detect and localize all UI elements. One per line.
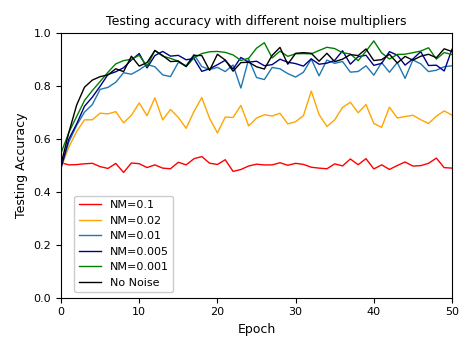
NM=0.01	[347, 70, 353, 74]
No Noise	[324, 51, 330, 55]
NM=0.02	[441, 109, 447, 113]
No Noise	[175, 59, 181, 63]
NM=0.02	[309, 89, 314, 93]
NM=0.005	[144, 66, 150, 70]
No Noise	[441, 47, 447, 51]
NM=0.001	[340, 51, 346, 55]
Line: NM=0.001: NM=0.001	[61, 41, 452, 153]
No Noise	[277, 45, 283, 49]
NM=0.1	[152, 163, 158, 167]
NM=0.1	[183, 163, 189, 167]
NM=0.001	[449, 53, 455, 57]
Line: NM=0.005: NM=0.005	[61, 49, 452, 168]
NM=0.005	[183, 58, 189, 62]
NM=0.02	[449, 113, 455, 117]
NM=0.1	[191, 157, 197, 161]
NM=0.02	[175, 115, 181, 119]
NM=0.1	[449, 166, 455, 170]
NM=0.005	[58, 166, 64, 170]
Line: No Noise: No Noise	[61, 47, 452, 164]
NM=0.01	[58, 165, 64, 170]
NM=0.1	[441, 166, 447, 170]
Y-axis label: Testing Accuracy: Testing Accuracy	[15, 113, 28, 218]
NM=0.1	[356, 163, 361, 167]
NM=0.1	[199, 154, 205, 159]
Legend: NM=0.1, NM=0.02, NM=0.01, NM=0.005, NM=0.001, No Noise: NM=0.1, NM=0.02, NM=0.01, NM=0.005, NM=0…	[74, 196, 173, 292]
NM=0.02	[144, 114, 150, 118]
Line: NM=0.01: NM=0.01	[61, 54, 452, 167]
NM=0.1	[58, 161, 64, 165]
NM=0.01	[175, 60, 181, 65]
NM=0.01	[441, 65, 447, 69]
NM=0.02	[183, 126, 189, 131]
NM=0.1	[121, 170, 127, 174]
NM=0.01	[183, 64, 189, 68]
NM=0.005	[441, 69, 447, 73]
Line: NM=0.02: NM=0.02	[61, 91, 452, 168]
NM=0.001	[371, 39, 377, 43]
No Noise	[144, 60, 150, 65]
No Noise	[449, 49, 455, 54]
NM=0.005	[449, 47, 455, 51]
X-axis label: Epoch: Epoch	[237, 323, 276, 336]
NM=0.01	[449, 64, 455, 68]
NM=0.001	[316, 48, 322, 53]
NM=0.005	[175, 53, 181, 58]
NM=0.001	[144, 64, 150, 68]
NM=0.01	[144, 62, 150, 67]
NM=0.001	[183, 65, 189, 69]
No Noise	[58, 162, 64, 166]
Title: Testing accuracy with different noise multipliers: Testing accuracy with different noise mu…	[106, 15, 407, 28]
NM=0.005	[340, 49, 346, 53]
No Noise	[347, 53, 353, 57]
NM=0.02	[58, 166, 64, 170]
No Noise	[183, 65, 189, 69]
NM=0.1	[332, 162, 337, 166]
NM=0.001	[175, 59, 181, 63]
NM=0.001	[58, 151, 64, 155]
NM=0.01	[324, 58, 330, 62]
NM=0.005	[316, 62, 322, 66]
NM=0.01	[191, 52, 197, 57]
NM=0.02	[347, 100, 353, 104]
NM=0.02	[324, 124, 330, 128]
Line: NM=0.1: NM=0.1	[61, 157, 452, 172]
NM=0.001	[441, 51, 447, 55]
